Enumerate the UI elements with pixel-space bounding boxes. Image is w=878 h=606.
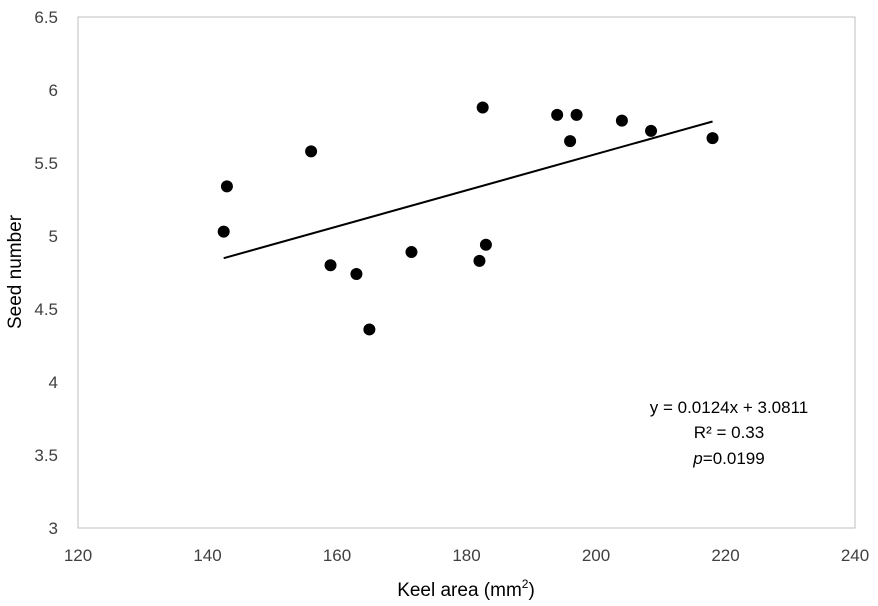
- data-point: [324, 259, 337, 272]
- y-tick-label: 4.5: [34, 300, 58, 319]
- x-axis-title: Keel area (mm2): [397, 577, 535, 601]
- y-tick-label: 3.5: [34, 446, 58, 465]
- x-tick-label: 240: [841, 546, 869, 565]
- y-tick-label: 6: [49, 81, 58, 100]
- data-point: [473, 254, 486, 267]
- data-point: [570, 108, 583, 121]
- y-tick-label: 5.5: [34, 154, 58, 173]
- x-tick-label: 180: [452, 546, 480, 565]
- data-point: [476, 101, 489, 114]
- data-point: [305, 145, 318, 158]
- data-point: [645, 124, 658, 137]
- data-points: [217, 101, 719, 336]
- data-point: [350, 267, 363, 280]
- data-point: [706, 132, 719, 145]
- x-tick-label: 120: [64, 546, 92, 565]
- x-tick-label: 140: [193, 546, 221, 565]
- data-point: [363, 323, 376, 336]
- trendline: [223, 120, 713, 260]
- data-point: [564, 135, 577, 148]
- data-point: [615, 114, 628, 127]
- r-squared-label: R² = 0.33: [694, 423, 764, 442]
- p-value-label: p=0.0199: [692, 449, 764, 468]
- data-point: [217, 225, 230, 238]
- y-tick-labels: 3 3.5 4 4.5 5 5.5 6 6.5: [34, 8, 58, 538]
- y-tick-label: 3: [49, 519, 58, 538]
- x-tick-label: 220: [711, 546, 739, 565]
- trendline-equation: y = 0.0124x + 3.0811: [650, 398, 808, 417]
- y-tick-label: 6.5: [34, 8, 58, 27]
- data-point: [220, 180, 233, 193]
- x-tick-labels: 120 140 160 180 200 220 240: [64, 546, 869, 565]
- plot-area: [77, 16, 856, 529]
- x-tick-label: 160: [323, 546, 351, 565]
- data-point: [551, 108, 564, 121]
- data-point: [479, 238, 492, 251]
- y-tick-label: 5: [49, 227, 58, 246]
- y-tick-label: 4: [49, 373, 58, 392]
- data-point: [405, 246, 418, 259]
- x-tick-label: 200: [582, 546, 610, 565]
- y-axis-title: Seed number: [5, 214, 26, 329]
